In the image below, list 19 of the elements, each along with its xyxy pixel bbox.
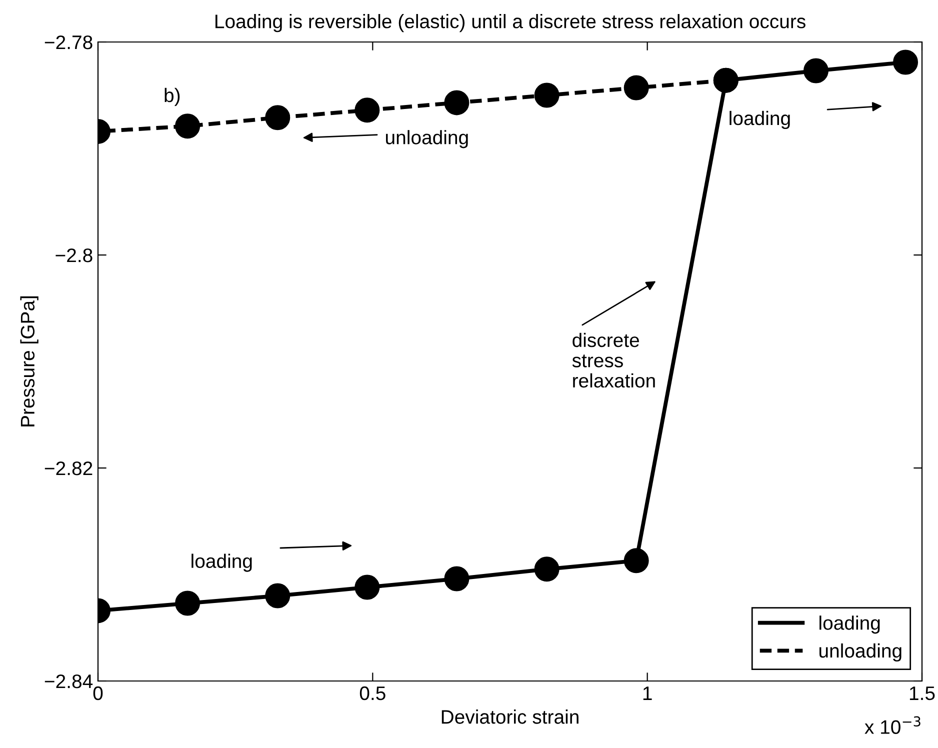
y-axis-title: Pressure [GPa]: [20, 296, 38, 426]
x-tick-label: 0.5: [360, 686, 386, 700]
x-tick-label: 0: [93, 686, 103, 700]
x-axis-title: Deviatoric strain: [442, 710, 578, 724]
annotation: discrete stress relaxation: [572, 332, 655, 388]
annotation: loading: [192, 554, 252, 572]
annotation: loading: [730, 110, 790, 130]
y-tick-label: −2.84: [44, 674, 93, 688]
x-tick-label: 1: [643, 686, 652, 700]
chart-title: Loading is reversible (elastic) until a discrete stress relaxation occurs: [216, 14, 806, 32]
legend-label: loading: [820, 616, 880, 634]
y-tick-label: −2.82: [44, 461, 92, 476]
x-tick-label: 1.5: [910, 686, 935, 700]
text: x 10$^{−3}$: [864, 716, 920, 734]
annotation: b): [164, 88, 180, 106]
annotation: unloading: [386, 130, 468, 148]
y-tick-label: −2.8: [56, 248, 92, 262]
legend-label: unloading: [819, 643, 902, 662]
y-tick-label: −2.78: [44, 35, 92, 50]
